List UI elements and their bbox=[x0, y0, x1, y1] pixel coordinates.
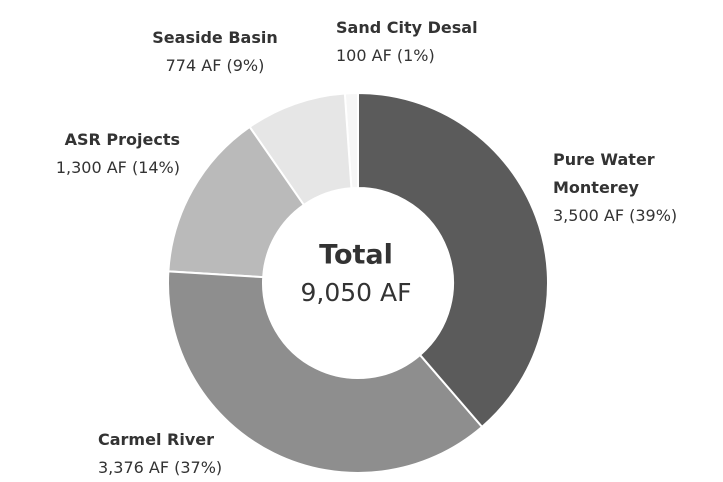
category-name: ASR Projects bbox=[64, 130, 180, 149]
donut-slice bbox=[167, 125, 306, 279]
category-name: Pure Water Monterey bbox=[553, 150, 655, 197]
category-name: Carmel River bbox=[98, 430, 214, 449]
value-label: 100 AF (1%) bbox=[336, 46, 435, 65]
slice-label: Sand City Desal 100 AF (1%) bbox=[336, 14, 536, 70]
center-value: 9,050 AF bbox=[301, 278, 412, 307]
value-label: 3,376 AF (37%) bbox=[98, 458, 223, 477]
value-label: 1,300 AF (14%) bbox=[55, 158, 180, 177]
slice-label: Pure Water Monterey 3,500 AF (39%) bbox=[553, 146, 683, 230]
slice-label: Seaside Basin 774 AF (9%) bbox=[115, 24, 315, 80]
category-name: Seaside Basin bbox=[152, 28, 278, 47]
slice-label: ASR Projects 1,300 AF (14%) bbox=[0, 126, 180, 182]
value-label: 774 AF (9%) bbox=[165, 56, 265, 75]
donut-slice bbox=[248, 92, 353, 207]
category-name: Sand City Desal bbox=[336, 18, 478, 37]
slice-label: Carmel River 3,376 AF (37%) bbox=[98, 426, 298, 482]
donut-slice bbox=[357, 91, 549, 429]
value-label: 3,500 AF (39%) bbox=[553, 206, 678, 225]
center-title: Total bbox=[319, 240, 393, 271]
donut-slice bbox=[167, 270, 484, 474]
